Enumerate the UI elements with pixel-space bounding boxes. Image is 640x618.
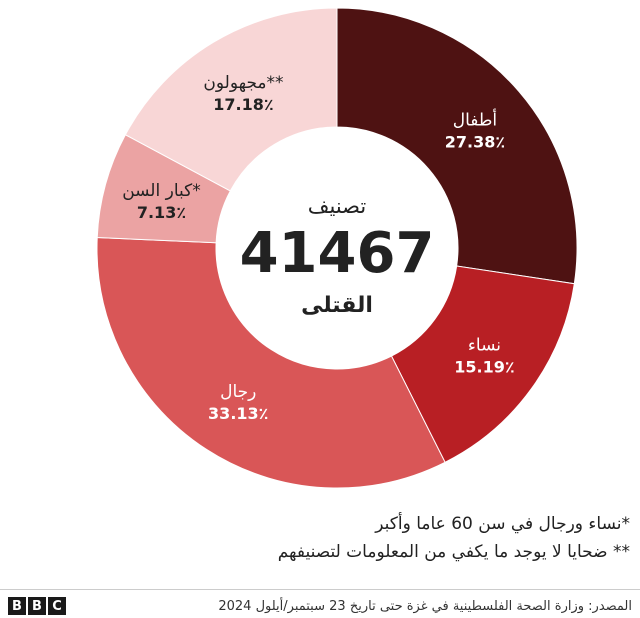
donut-chart: أطفال 27.38٪ نساء 15.19٪ رجال 33.13٪ كبار السن… [96,7,578,489]
slice-3 [96,237,446,489]
slice-1 [336,7,578,285]
center-subtitle: القتلى [301,293,373,318]
slice-value-label: 27.38٪ [445,132,505,151]
slice-label: مجهولون** [203,73,283,93]
slice-value-label: 15.19٪ [454,358,514,377]
logo-letter: B [28,597,46,615]
center-title: تصنيف [308,194,367,218]
slice-label: نساء [468,336,501,356]
footer-divider [0,589,640,590]
slice-label: أطفال [453,108,497,130]
footnote-unknown: ** ضحايا لا يوجد ما يكفي من المعلومات لت… [277,542,630,562]
slice-value-label: 33.13٪ [208,404,268,423]
slice-value-label: 17.18٪ [213,95,273,114]
slice-label: كبار السن* [122,181,201,201]
bbc-logo: B B C [8,597,66,615]
slice-2 [390,265,575,463]
footer: B B C المصدر: وزارة الصحة الفلسطينية في … [8,596,632,616]
source-text: المصدر: وزارة الصحة الفلسطينية في غزة حت… [218,598,632,614]
footnote-elderly: *نساء ورجال في سن 60 عاما وأكبر [375,514,630,534]
slice-5 [124,7,338,192]
labels-group: أطفال 27.38٪ نساء 15.19٪ رجال 33.13٪ كبار السن… [122,73,514,423]
footnotes: *نساء ورجال في سن 60 عاما وأكبر ** ضحايا… [278,510,630,566]
logo-letter: B [8,597,26,615]
logo-letter: C [48,597,66,615]
slice-label: رجال [220,382,256,402]
center-total: 41467 [240,221,435,286]
slice-value-label: 7.13٪ [137,203,186,222]
slices-group [96,7,578,489]
